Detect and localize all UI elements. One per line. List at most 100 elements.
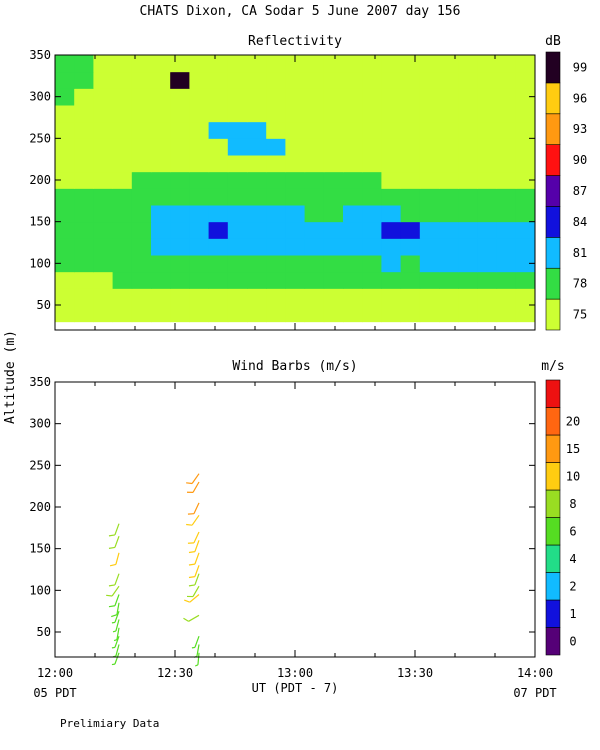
colorbar-label: 87	[573, 184, 587, 198]
reflectivity-cell	[55, 271, 75, 289]
reflectivity-cell	[131, 138, 152, 156]
reflectivity-cell	[381, 255, 402, 273]
reflectivity-cell	[323, 205, 344, 223]
reflectivity-cell	[381, 155, 402, 173]
reflectivity-cell	[285, 305, 306, 323]
reflectivity-cell	[400, 271, 421, 289]
wind-barb	[191, 635, 200, 649]
reflectivity-title: Reflectivity	[248, 34, 342, 49]
reflectivity-cell	[323, 305, 344, 323]
reflectivity-cell	[55, 221, 75, 239]
reflectivity-cell	[247, 238, 267, 256]
reflectivity-cell	[362, 155, 382, 173]
reflectivity-cell	[458, 88, 478, 106]
reflectivity-cell	[151, 105, 171, 123]
wind-barb	[108, 573, 120, 587]
reflectivity-cell	[208, 288, 229, 306]
reflectivity-cell	[439, 221, 459, 239]
reflectivity-cell	[227, 55, 248, 73]
reflectivity-cell	[323, 88, 344, 106]
reflectivity-cell	[112, 171, 133, 189]
reflectivity-cell	[496, 221, 517, 239]
reflectivity-cell	[170, 71, 190, 89]
y-tick-label: 300	[29, 417, 51, 431]
reflectivity-cell	[55, 105, 75, 123]
reflectivity-cell	[477, 288, 498, 306]
reflectivity-cell	[323, 255, 344, 273]
colorbar-label: 75	[573, 308, 587, 322]
wind-barb	[111, 610, 120, 624]
colorbar-segment	[545, 462, 561, 491]
reflectivity-cell	[285, 105, 306, 123]
reflectivity-cell	[381, 105, 402, 123]
reflectivity-cell	[189, 171, 210, 189]
reflectivity-cell	[208, 105, 229, 123]
reflectivity-cell	[323, 55, 344, 73]
reflectivity-cell	[496, 205, 517, 223]
reflectivity-cell	[170, 171, 190, 189]
reflectivity-cell	[93, 171, 114, 189]
reflectivity-cell	[131, 155, 152, 173]
reflectivity-cell	[381, 188, 402, 206]
reflectivity-cell	[419, 305, 440, 323]
reflectivity-cell	[477, 205, 498, 223]
reflectivity-cell	[515, 221, 536, 239]
reflectivity-cell	[439, 105, 459, 123]
reflectivity-cell	[323, 238, 344, 256]
colorbar-label: 1	[569, 607, 576, 621]
colorbar-segment	[545, 206, 561, 238]
wind-barb	[188, 552, 200, 566]
reflectivity-cell	[131, 255, 152, 273]
reflectivity-cell	[477, 238, 498, 256]
reflectivity-cell	[170, 238, 190, 256]
reflectivity-cell	[151, 188, 171, 206]
reflectivity-cell	[419, 105, 440, 123]
reflectivity-cell	[151, 155, 171, 173]
reflectivity-cell	[247, 271, 267, 289]
reflectivity-cell	[74, 171, 94, 189]
wind-barb	[112, 619, 120, 633]
reflectivity-cell	[458, 238, 478, 256]
reflectivity-cell	[131, 221, 152, 239]
reflectivity-cell	[477, 138, 498, 156]
reflectivity-cell	[496, 121, 517, 139]
reflectivity-cell	[208, 238, 229, 256]
reflectivity-cell	[458, 271, 478, 289]
wind-barb	[186, 585, 200, 598]
reflectivity-cell	[112, 238, 133, 256]
wind-barb	[109, 552, 120, 567]
reflectivity-cell	[74, 88, 94, 106]
reflectivity-cell	[496, 188, 517, 206]
reflectivity-cell	[247, 55, 267, 73]
reflectivity-cell	[381, 238, 402, 256]
reflectivity-cell	[477, 171, 498, 189]
reflectivity-cell	[343, 55, 363, 73]
x-tick-label: 12:00	[37, 666, 73, 680]
reflectivity-cell	[227, 305, 248, 323]
reflectivity-cell	[247, 205, 267, 223]
reflectivity-cell	[304, 138, 325, 156]
colorbar-segment	[545, 82, 561, 115]
reflectivity-cell	[55, 255, 75, 273]
reflectivity-cell	[304, 288, 325, 306]
reflectivity-cell	[477, 121, 498, 139]
reflectivity-cell	[285, 221, 306, 239]
wind-barb	[108, 594, 120, 608]
colorbar-segment	[545, 267, 561, 300]
colorbar-segment	[545, 572, 561, 601]
reflectivity-cell	[458, 205, 478, 223]
reflectivity-cell	[285, 238, 306, 256]
figure-title: CHATS Dixon, CA Sodar 5 June 2007 day 15…	[140, 4, 461, 19]
reflectivity-cell	[304, 221, 325, 239]
y-tick-label: 150	[29, 215, 51, 229]
reflectivity-cell	[131, 188, 152, 206]
reflectivity-cell	[131, 305, 152, 323]
y-tick-label: 300	[29, 90, 51, 104]
reflectivity-cell	[515, 138, 536, 156]
reflectivity-cell	[496, 105, 517, 123]
reflectivity-cell	[304, 271, 325, 289]
reflectivity-cell	[266, 305, 286, 323]
reflectivity-cell	[381, 171, 402, 189]
reflectivity-colorbar: 75 78 81 84 87 90 93 96 99	[545, 51, 587, 331]
